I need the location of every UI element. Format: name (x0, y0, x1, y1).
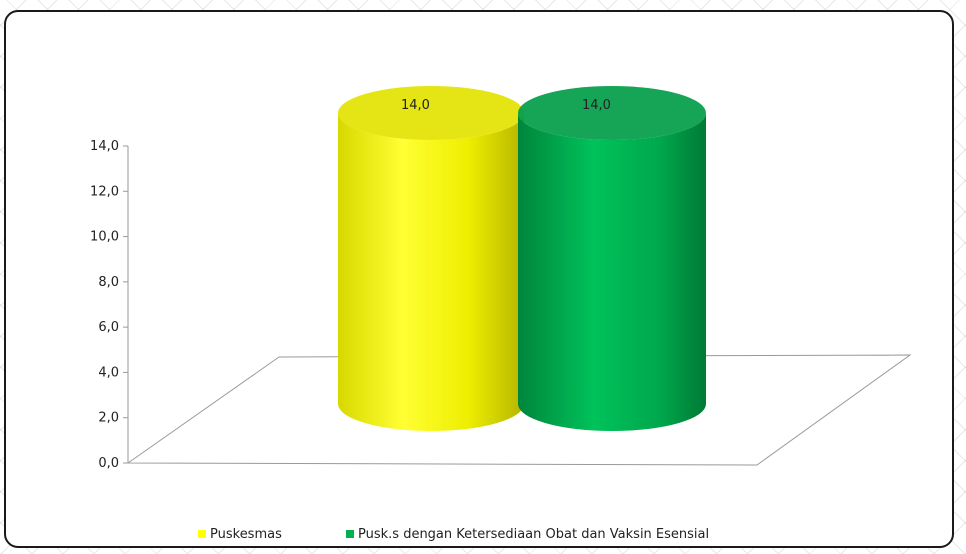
legend-swatch-puskesmas (198, 530, 206, 538)
y-tick-label: 2,0 (98, 411, 119, 426)
y-tick-label: 12,0 (90, 184, 119, 199)
bar-body-1 (518, 113, 706, 431)
legend-label-puskesmas: Puskesmas (210, 527, 282, 542)
data-labels-group: 14,0 14,0 (401, 98, 611, 113)
chart-svg: 0,0 2,0 4,0 6,0 8,0 10,0 12,0 14,0 14,0 14,0 Pus… (90, 86, 912, 542)
data-label-1: 14,0 (582, 98, 611, 113)
legend: Puskesmas Pusk.s dengan Ketersediaan Oba… (198, 527, 709, 542)
data-label-0: 14,0 (401, 98, 430, 113)
y-axis-ticks: 0,0 2,0 4,0 6,0 8,0 10,0 12,0 14,0 (90, 139, 128, 471)
bars-group (338, 86, 706, 431)
floor-plane (126, 354, 912, 466)
y-tick-label: 0,0 (98, 456, 119, 471)
y-tick-label: 4,0 (98, 365, 119, 380)
bar-body-0 (338, 113, 524, 431)
legend-swatch-pusk-obat-vaksin (346, 530, 354, 538)
bar-top-shade-0 (338, 86, 524, 140)
legend-label-pusk-obat-vaksin: Pusk.s dengan Ketersediaan Obat dan Vaks… (358, 527, 709, 542)
chart-frame: 0,0 2,0 4,0 6,0 8,0 10,0 12,0 14,0 14,0 14,0 Pus… (4, 10, 954, 548)
y-tick-label: 14,0 (90, 139, 119, 154)
y-tick-label: 6,0 (98, 320, 119, 335)
bar-top-shade-1 (518, 86, 706, 140)
bar-top-1 (518, 86, 706, 140)
y-tick-label: 10,0 (90, 230, 119, 245)
bar-top-0 (338, 86, 524, 140)
y-tick-label: 8,0 (98, 275, 119, 290)
